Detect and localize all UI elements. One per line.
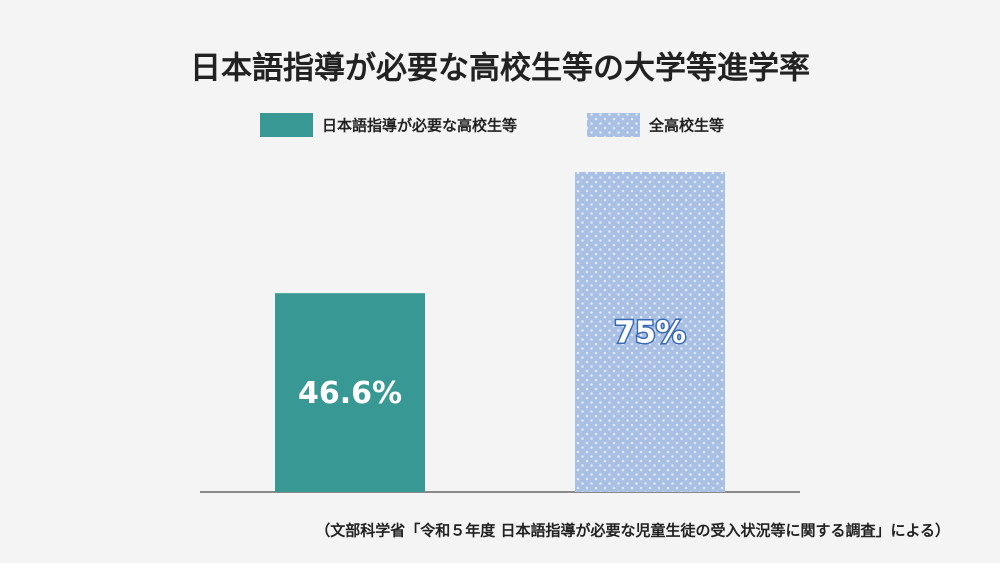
bar [275, 293, 425, 492]
legend-label: 全高校生等 [648, 117, 724, 135]
legend-swatch [587, 113, 640, 137]
bar [575, 172, 725, 492]
source-note: （文部科学省「令和５年度 日本語指導が必要な児童生徒の受入状況等に関する調査」に… [315, 522, 950, 540]
chart-title: 日本語指導が必要な高校生等の大学等進学率 [190, 51, 810, 87]
legend-swatch [260, 113, 313, 137]
legend-label: 日本語指導が必要な高校生等 [322, 117, 517, 135]
value-label: 75% [614, 316, 686, 351]
value-label: 46.6% [298, 376, 402, 411]
